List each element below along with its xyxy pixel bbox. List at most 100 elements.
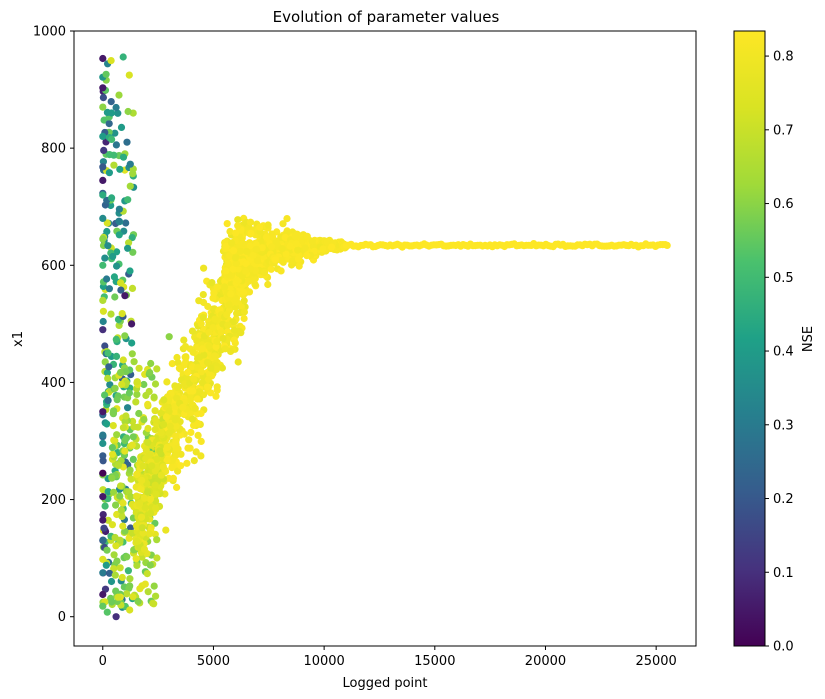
data-point	[232, 229, 240, 237]
data-point	[182, 354, 190, 362]
data-point	[103, 608, 111, 616]
data-point	[171, 416, 179, 424]
data-point	[223, 220, 231, 228]
plot-frame	[73, 30, 697, 647]
data-point	[208, 279, 216, 287]
data-point	[245, 277, 253, 285]
data-point	[159, 463, 167, 471]
data-point	[99, 94, 107, 102]
data-point	[127, 493, 135, 501]
data-point	[286, 242, 294, 250]
data-point	[233, 309, 241, 317]
data-point	[107, 57, 115, 65]
data-point	[121, 292, 129, 300]
y-tick-label: 800	[41, 142, 66, 157]
data-point	[124, 567, 132, 575]
data-point	[105, 285, 113, 293]
y-axis: 0 200 400 600 800 1000	[33, 25, 74, 625]
data-point	[156, 447, 164, 455]
data-point	[141, 580, 149, 588]
data-point	[133, 390, 141, 398]
data-point	[133, 561, 141, 570]
data-point	[133, 492, 141, 500]
data-point	[203, 383, 212, 391]
data-point	[189, 387, 197, 395]
data-point	[197, 320, 205, 328]
data-point	[200, 264, 208, 272]
data-point	[126, 575, 134, 583]
x-tick-label: 0	[99, 654, 107, 669]
data-point	[114, 461, 122, 469]
data-point	[99, 163, 107, 171]
data-point	[151, 407, 159, 415]
data-point	[180, 336, 188, 344]
data-point	[111, 129, 119, 137]
data-point	[294, 246, 302, 254]
data-point	[125, 239, 133, 247]
data-point	[147, 359, 155, 368]
data-point	[117, 279, 125, 287]
data-point	[230, 326, 238, 334]
data-point	[227, 290, 235, 298]
data-point	[210, 289, 218, 297]
data-point	[110, 551, 118, 559]
data-point	[115, 217, 123, 225]
colorbar-tick-label: 0.4	[773, 345, 794, 360]
data-point	[108, 474, 116, 482]
points-layer	[99, 53, 671, 621]
data-point	[198, 379, 207, 387]
data-point	[141, 503, 149, 512]
data-point	[301, 244, 309, 252]
data-point	[288, 257, 296, 265]
data-point	[119, 424, 127, 432]
data-point	[187, 428, 195, 436]
data-point	[157, 409, 165, 417]
data-point	[103, 219, 111, 227]
data-point	[124, 244, 132, 252]
data-point	[230, 336, 238, 344]
data-point	[204, 302, 212, 311]
data-point	[128, 441, 136, 449]
data-point	[99, 176, 107, 184]
data-point	[110, 273, 118, 281]
data-point	[126, 267, 134, 275]
data-point	[264, 280, 272, 289]
data-point	[153, 536, 161, 544]
data-point	[186, 444, 194, 452]
x-axis-label: Logged point	[342, 676, 427, 691]
data-point	[128, 350, 136, 358]
data-point	[225, 301, 233, 309]
data-point	[110, 407, 118, 415]
data-point	[102, 561, 110, 569]
data-point	[122, 219, 130, 227]
data-point	[116, 564, 124, 572]
data-point	[146, 495, 154, 503]
data-point	[113, 557, 121, 565]
data-point	[99, 590, 107, 599]
colorbar-tick-label: 0.6	[773, 197, 794, 212]
data-point	[228, 239, 236, 247]
data-point	[242, 260, 250, 268]
data-point	[113, 262, 121, 270]
data-point	[140, 545, 148, 553]
x-tick-label: 10000	[303, 654, 344, 669]
colorbar-tick-label: 0.3	[773, 418, 794, 433]
data-point	[179, 403, 187, 411]
y-axis-label: x1	[11, 331, 26, 347]
data-point	[133, 523, 141, 531]
data-point	[199, 325, 208, 333]
data-point	[108, 521, 116, 529]
data-point	[118, 512, 126, 521]
data-point	[130, 358, 138, 366]
data-point	[99, 602, 107, 610]
data-point	[144, 438, 152, 447]
data-point	[118, 573, 126, 582]
data-point	[188, 415, 196, 423]
data-point	[232, 259, 240, 267]
data-point	[123, 553, 131, 561]
data-point	[172, 451, 180, 459]
data-point	[128, 320, 136, 328]
data-point	[104, 396, 112, 404]
data-point	[126, 606, 134, 614]
data-point	[137, 485, 145, 493]
